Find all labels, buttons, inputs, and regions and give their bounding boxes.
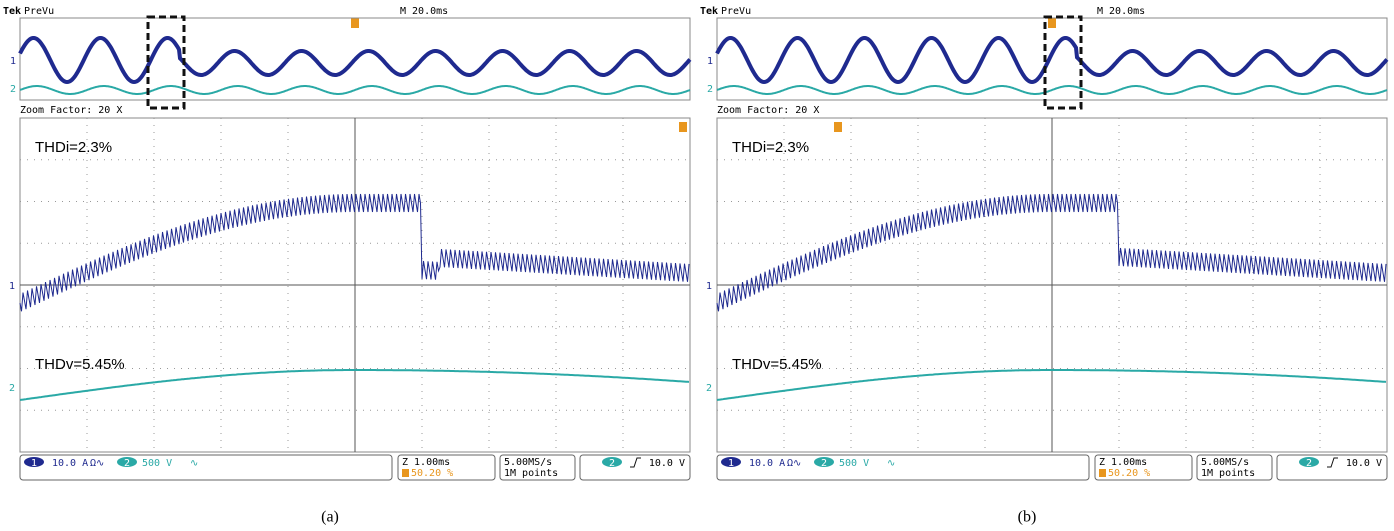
thd-i: THDi=2.3%	[732, 139, 809, 156]
preview-ch2	[717, 86, 1387, 94]
ch1-marker: 1	[706, 281, 712, 292]
trigger-slope	[1327, 458, 1338, 467]
zoom-window	[1045, 17, 1081, 108]
preview-ch1	[717, 38, 1387, 82]
trigger-level: 10.0 V	[1346, 458, 1382, 469]
ch2-marker: 2	[706, 383, 712, 394]
zoom: Zoom Factor: 20 X	[20, 105, 122, 116]
trigger-marker	[1099, 469, 1106, 477]
trigger-marker	[1048, 18, 1056, 28]
timebase: M 20.0ms	[1097, 6, 1145, 17]
preview-ch2	[20, 86, 690, 94]
trigger-ch: 2	[1306, 458, 1312, 469]
preview-ch1	[20, 38, 690, 82]
zoom: Zoom Factor: 20 X	[717, 105, 819, 116]
ch2-badge-label: 2	[821, 458, 827, 469]
sample-rate: 5.00MS/s	[504, 457, 552, 468]
ch1-badge-label: 1	[31, 458, 37, 469]
ch2: 2	[707, 84, 713, 95]
thd-v: THDv=5.45%	[35, 356, 125, 373]
ch2-flags: ∿	[190, 458, 198, 469]
zoom-window	[148, 17, 184, 108]
sample-rate: 5.00MS/s	[1201, 457, 1249, 468]
trigger-marker	[679, 122, 687, 132]
trigger-marker	[402, 469, 409, 477]
trigger-ch: 2	[609, 458, 615, 469]
mode: PreVu	[721, 6, 751, 17]
ch1-flags: Ω∿	[90, 458, 104, 469]
trigger-marker	[834, 122, 842, 132]
brand: Tek	[3, 6, 21, 17]
record: 1M points	[1201, 468, 1255, 479]
ch1: 1	[10, 56, 16, 67]
trigger-pos: 50.20 %	[1108, 468, 1150, 479]
trigger-level: 10.0 V	[649, 458, 685, 469]
ch2-scale: 500 V	[142, 458, 172, 469]
zoom-time: Z 1.00ms	[1099, 457, 1147, 468]
ch2-flags: ∿	[887, 458, 895, 469]
ch2-badge-label: 2	[124, 458, 130, 469]
trigger-pos: 50.20 %	[411, 468, 453, 479]
figure: TekPreVuM 20.0ms12Zoom Factor: 20 XTHDi=…	[0, 0, 1394, 531]
brand: Tek	[700, 6, 718, 17]
ch1-scale: 10.0 A	[52, 458, 88, 469]
thd-i: THDi=2.3%	[35, 139, 112, 156]
caption: (b)	[1018, 509, 1037, 526]
mode: PreVu	[24, 6, 54, 17]
record: 1M points	[504, 468, 558, 479]
ch2: 2	[10, 84, 16, 95]
ch1-badge-label: 1	[728, 458, 734, 469]
caption: (a)	[321, 509, 339, 526]
ch1-marker: 1	[9, 281, 15, 292]
preview-frame	[717, 18, 1387, 100]
ch1-scale: 10.0 A	[749, 458, 785, 469]
timebase: M 20.0ms	[400, 6, 448, 17]
ch1: 1	[707, 56, 713, 67]
page: TekPreVuM 20.0ms12Zoom Factor: 20 XTHDi=…	[0, 0, 1394, 531]
trigger-slope	[630, 458, 641, 467]
trigger-marker	[351, 18, 359, 28]
ch1-flags: Ω∿	[787, 458, 801, 469]
ch2-scale: 500 V	[839, 458, 869, 469]
ch2-marker: 2	[9, 383, 15, 394]
thd-v: THDv=5.45%	[732, 356, 822, 373]
zoom-time: Z 1.00ms	[402, 457, 450, 468]
